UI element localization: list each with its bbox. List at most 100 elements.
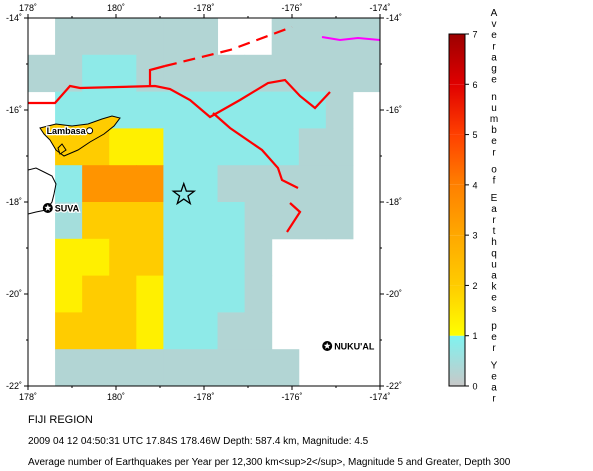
density-cell: [244, 54, 273, 93]
x-tick-label: -174˚: [369, 3, 390, 13]
density-cell: [136, 18, 164, 56]
density-cell: [325, 128, 354, 166]
x-tick-label: -174˚: [369, 392, 390, 402]
density-cell: [190, 238, 219, 277]
place-label: NUKU'AL: [334, 341, 375, 351]
density-cell: [217, 128, 246, 166]
density-cell: [55, 18, 83, 56]
density-cell: [136, 275, 164, 313]
density-cell: [190, 54, 219, 93]
density-cell: [163, 312, 191, 350]
plate-boundary-line: [286, 202, 302, 233]
density-cell: [55, 202, 83, 240]
y-tick-label: -16˚: [6, 105, 22, 115]
density-cell: [163, 349, 191, 386]
density-cell: [217, 275, 246, 313]
density-cell: [55, 349, 83, 386]
density-cell: [298, 128, 327, 166]
density-cell: [28, 54, 56, 93]
y-tick-label: -22˚: [6, 381, 22, 391]
density-cell: [325, 18, 354, 56]
density-cell: [82, 202, 110, 240]
density-cell: [163, 18, 191, 56]
density-cell: [217, 165, 246, 203]
density-cell: [271, 165, 300, 203]
small-island: [57, 143, 67, 155]
density-cell: [109, 165, 137, 203]
plate-boundary-line: [28, 78, 331, 119]
map-canvas: 178˚ 178˚ 180˚ 180˚ -178˚ -178˚ -176˚ -176˚ -174…: [6, 3, 498, 405]
x-tick-label: -176˚: [281, 3, 302, 13]
y-tick-label: -14˚: [386, 13, 402, 23]
x-tick-label: 178˚: [19, 392, 37, 402]
density-cell: [244, 91, 273, 129]
colorbar-segment: [449, 235, 465, 286]
colorbar-segment: [449, 84, 465, 135]
density-cell: [82, 312, 110, 350]
density-cell: [325, 54, 354, 93]
plate-boundary-line: [148, 64, 166, 86]
viti-levu-coast: [28, 167, 57, 215]
density-cell: [109, 128, 137, 166]
colorbar-tick-label: 7: [472, 30, 477, 40]
density-cell: [271, 54, 300, 93]
density-cell: [298, 202, 327, 240]
x-tick-label: -178˚: [193, 392, 214, 402]
density-cell: [136, 128, 164, 166]
colorbar-tick-label: 2: [472, 281, 477, 291]
colorbar-segment: [449, 335, 465, 386]
density-cell: [136, 91, 164, 129]
density-cell: [190, 91, 219, 129]
x-tick-label: 180˚: [107, 3, 125, 13]
density-cell: [244, 202, 273, 240]
map-features: [28, 25, 380, 233]
density-cell: [217, 238, 246, 277]
density-cell: [82, 275, 110, 313]
density-cell: [271, 91, 300, 129]
colorbar-segment: [449, 285, 465, 336]
map-note: Average number of Earthquakes per Year p…: [28, 457, 511, 468]
density-cell: [217, 349, 246, 386]
y-tick-label: -14˚: [6, 13, 22, 23]
y-tick-label: -22˚: [386, 381, 402, 391]
density-cell: [190, 312, 219, 350]
y-tick-label: -20˚: [386, 289, 402, 299]
density-cell: [217, 202, 246, 240]
density-cell: [136, 349, 164, 386]
density-cell: [82, 54, 110, 93]
density-cell: [109, 238, 137, 277]
density-cell: [325, 91, 354, 129]
density-cell: [163, 275, 191, 313]
density-cell: [109, 18, 137, 56]
density-cell: [136, 312, 164, 350]
density-cell: [352, 54, 380, 93]
density-cell: [325, 165, 354, 203]
density-cell: [190, 275, 219, 313]
density-cell: [271, 349, 300, 386]
x-tick-label: -176˚: [281, 392, 302, 402]
x-tick-label: -178˚: [193, 3, 214, 13]
colorbar-tick-label: 4: [472, 180, 477, 190]
density-cell: [55, 312, 83, 350]
place-label: Lambasa: [47, 126, 87, 136]
density-cell: [298, 165, 327, 203]
density-cell: [244, 349, 273, 386]
density-cell: [109, 202, 137, 240]
open-circle-icon: [86, 127, 94, 135]
colorbar-segment: [449, 34, 465, 85]
density-cell: [82, 349, 110, 386]
y-tick-label: -18˚: [6, 197, 22, 207]
density-cell: [244, 275, 273, 313]
density-cell: [271, 18, 300, 56]
epicenter-star-icon: [171, 181, 197, 206]
density-cell: [163, 202, 191, 240]
density-cell: [190, 18, 219, 56]
density-cell: [136, 202, 164, 240]
density-cell: [136, 165, 164, 203]
colorbar-frame: [448, 33, 466, 387]
colorbar-tick-label: 6: [472, 80, 477, 90]
density-cell: [82, 18, 110, 56]
